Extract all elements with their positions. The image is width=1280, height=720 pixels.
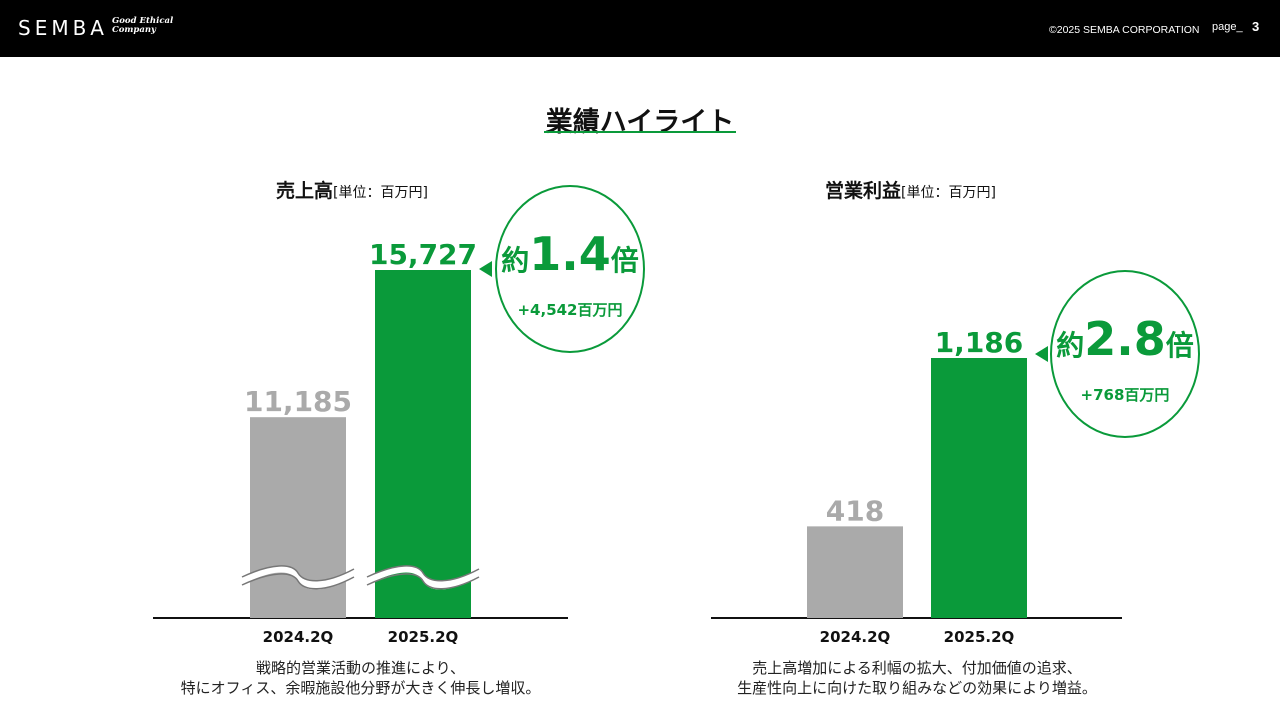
chart2-unit: [単位：百万円] xyxy=(901,185,996,201)
tagline-line2: Company xyxy=(112,25,156,35)
page-label: page_ xyxy=(1212,21,1243,33)
chart1-axis-break-fill-1 xyxy=(242,565,354,590)
chart2-ratio-value: 2.8 xyxy=(1084,312,1166,366)
chart1-ratio-value: 1.4 xyxy=(529,227,611,281)
page-number: 3 xyxy=(1252,19,1260,34)
chart1-diff: +4,542百万円 xyxy=(517,301,623,319)
chart2-bar-2 xyxy=(931,358,1027,618)
chart2-ratio-bubble: 約2.8倍 +768百万円 xyxy=(1050,270,1200,438)
chart2-value-label-1: 418 xyxy=(826,494,884,527)
chart1-bar-2 xyxy=(375,270,471,618)
semba-logo: SEMBA xyxy=(18,16,108,40)
copyright-text: ©2025 SEMBA CORPORATION xyxy=(1049,24,1200,36)
chart1-caption: 戦略的営業活動の推進により、 特にオフィス、余暇施設他分野が大きく伸長し増収。 xyxy=(153,658,568,698)
chart1-value-label-1: 11,185 xyxy=(244,385,352,418)
chart2-title: 営業利益[単位：百万円] xyxy=(825,176,996,203)
chart1-ratio-prefix: 約 xyxy=(501,244,530,277)
chart1-bubble-pointer xyxy=(479,261,492,277)
tagline-line1: Good Ethical xyxy=(112,16,174,26)
chart1-category-label-1: 2024.2Q xyxy=(263,628,334,646)
chart2-caption: 売上高増加による利幅の拡大、付加価値の追求、 生産性向上に向けた取り組みなどの効… xyxy=(712,658,1122,698)
chart2-value-label-2: 1,186 xyxy=(935,326,1024,359)
chart1-axis-break-line-a-1 xyxy=(241,565,355,582)
chart2-ratio: 約2.8倍 xyxy=(1052,312,1198,366)
chart1-caption-line1: 戦略的営業活動の推進により、 xyxy=(255,659,466,677)
chart1-axis-break-line-b-2 xyxy=(366,573,480,590)
chart1-unit: [単位：百万円] xyxy=(333,185,428,201)
chart1-title: 売上高[単位：百万円] xyxy=(276,176,428,203)
chart2-category-label-2: 2025.2Q xyxy=(944,628,1015,646)
chart1-axis-break-fill-2 xyxy=(367,565,479,590)
chart2-title-text: 営業利益 xyxy=(825,180,902,202)
chart2-bubble-pointer xyxy=(1035,346,1048,362)
chart2-diff: +768百万円 xyxy=(1080,386,1170,404)
chart2-bar-1 xyxy=(807,526,903,618)
chart1-bar-1 xyxy=(250,417,346,618)
chart1-title-text: 売上高 xyxy=(276,180,334,202)
chart2-caption-line2: 生産性向上に向けた取り組みなどの効果により増益。 xyxy=(737,679,1097,697)
title-underline xyxy=(544,131,736,133)
chart1-category-label-2: 2025.2Q xyxy=(388,628,459,646)
chart2-ratio-suffix: 倍 xyxy=(1165,329,1194,362)
chart1-axis-break-line-b-1 xyxy=(241,573,355,590)
chart1-axis-break-line-a-2 xyxy=(366,565,480,582)
chart1-caption-line2: 特にオフィス、余暇施設他分野が大きく伸長し増収。 xyxy=(180,679,541,697)
chart2-category-label-1: 2024.2Q xyxy=(820,628,891,646)
chart1-value-label-2: 15,727 xyxy=(369,238,477,271)
logo-tagline: Good Ethical Company xyxy=(112,17,182,35)
header-bar: SEMBA Good Ethical Company ©2025 SEMBA C… xyxy=(0,0,1280,57)
chart1-ratio: 約1.4倍 xyxy=(497,227,643,281)
chart2-ratio-prefix: 約 xyxy=(1056,329,1085,362)
chart1-ratio-bubble: 約1.4倍 +4,542百万円 xyxy=(495,185,645,353)
chart1-ratio-suffix: 倍 xyxy=(610,244,639,277)
chart2-caption-line1: 売上高増加による利幅の拡大、付加価値の追求、 xyxy=(752,659,1082,677)
